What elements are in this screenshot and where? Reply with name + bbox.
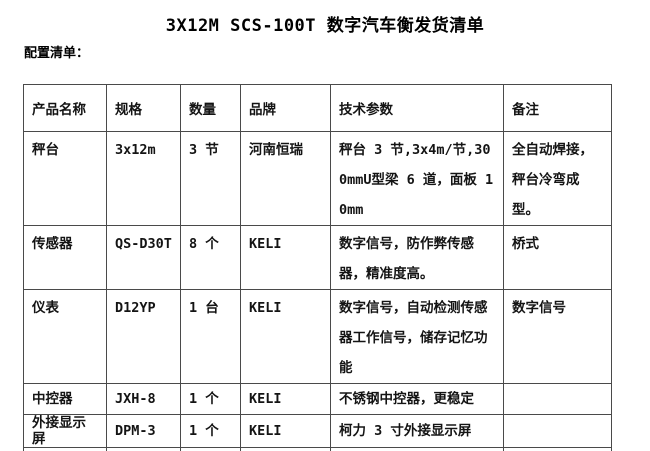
cell-qty: 1 个 xyxy=(180,414,241,448)
cell-brand: KELI xyxy=(240,414,331,448)
cell-qty: 30m xyxy=(180,447,241,451)
cell-product-name: 仪表 xyxy=(23,289,107,384)
table-row: 外接显示屏 DPM-3 1 个 KELI 柯力 3 寸外接显示屏 xyxy=(23,414,612,448)
cell-product-name: 中控器 xyxy=(23,383,107,415)
cell-note: 数字信号 xyxy=(503,289,612,384)
cell-spec: 5X xyxy=(106,447,181,451)
cell-brand: KELI xyxy=(240,289,331,384)
cell-note: 桥式 xyxy=(503,225,612,290)
table-row: 主线 5X 30m 专用信号线 5 芯防作弊主线 xyxy=(23,447,612,451)
column-header-brand: 品牌 xyxy=(240,84,331,132)
cell-qty: 1 台 xyxy=(180,289,241,384)
cell-params: 不锈钢中控器，更稳定 xyxy=(330,383,504,415)
table-row: 中控器 JXH-8 1 个 KELI 不锈钢中控器，更稳定 xyxy=(23,383,612,415)
cell-params: 柯力 3 寸外接显示屏 xyxy=(330,414,504,448)
page-title: 3X12M SCS-100T 数字汽车衡发货清单 xyxy=(165,16,485,36)
column-header-spec: 规格 xyxy=(106,84,181,132)
cell-params: 数字信号，防作弊传感器，精准度高。 xyxy=(330,225,504,290)
column-header-note: 备注 xyxy=(503,84,612,132)
table-row: 传感器 QS-D30T 8 个 KELI 数字信号，防作弊传感器，精准度高。 桥… xyxy=(23,225,612,290)
cell-qty: 3 节 xyxy=(180,131,241,226)
cell-brand: 专用信号线 xyxy=(240,447,331,451)
column-header-product-name: 产品名称 xyxy=(23,84,107,132)
cell-note xyxy=(503,447,612,451)
cell-brand: 河南恒瑞 xyxy=(240,131,331,226)
config-table: 产品名称 规格 数量 品牌 技术参数 备注 秤台 3x12m 3 节 河南恒瑞 … xyxy=(23,84,612,451)
cell-product-name: 主线 xyxy=(23,447,107,451)
cell-product-name: 传感器 xyxy=(23,225,107,290)
column-header-qty: 数量 xyxy=(180,84,241,132)
cell-spec: JXH-8 xyxy=(106,383,181,415)
cell-params: 秤台 3 节,3x4m/节,300mmU型梁 6 道，面板 10mm xyxy=(330,131,504,226)
cell-note xyxy=(503,414,612,448)
cell-note: 全自动焊接，秤台冷弯成型。 xyxy=(503,131,612,226)
cell-qty: 8 个 xyxy=(180,225,241,290)
cell-note xyxy=(503,383,612,415)
cell-params: 5 芯防作弊主线 xyxy=(330,447,504,451)
cell-spec: DPM-3 xyxy=(106,414,181,448)
cell-params: 数字信号，自动检测传感器工作信号，储存记忆功能 xyxy=(330,289,504,384)
cell-qty: 1 个 xyxy=(180,383,241,415)
cell-product-name: 外接显示屏 xyxy=(23,414,107,448)
table-row: 秤台 3x12m 3 节 河南恒瑞 秤台 3 节,3x4m/节,300mmU型梁… xyxy=(23,131,612,226)
cell-spec: QS-D30T xyxy=(106,225,181,290)
cell-brand: KELI xyxy=(240,383,331,415)
table-row: 仪表 D12YP 1 台 KELI 数字信号，自动检测传感器工作信号，储存记忆功… xyxy=(23,289,612,384)
table-header-row: 产品名称 规格 数量 品牌 技术参数 备注 xyxy=(23,84,612,132)
cell-spec: 3x12m xyxy=(106,131,181,226)
config-list-label: 配置清单： xyxy=(24,46,90,61)
cell-product-name: 秤台 xyxy=(23,131,107,226)
cell-brand: KELI xyxy=(240,225,331,290)
cell-spec: D12YP xyxy=(106,289,181,384)
column-header-params: 技术参数 xyxy=(330,84,504,132)
